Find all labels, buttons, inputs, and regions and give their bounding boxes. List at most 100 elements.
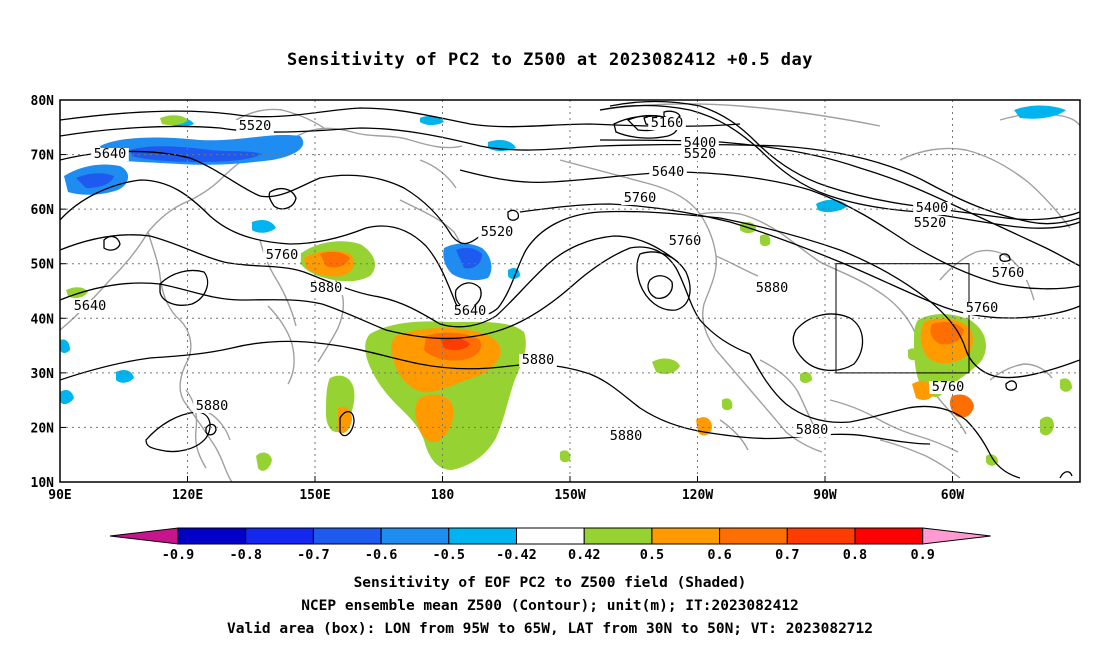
contour-label: 5400 [916, 200, 949, 216]
contour-label: 5880 [522, 352, 555, 368]
colorbar-label: 0.9 [911, 547, 935, 563]
contour-label-bg [681, 137, 719, 150]
contour-label-bg [91, 148, 129, 161]
contour-label-bg [451, 305, 489, 318]
caption-line-2: NCEP ensemble mean Z500 (Contour); unit(… [301, 598, 799, 614]
contour-label: 5520 [481, 224, 514, 240]
contour-label-bg [911, 217, 949, 230]
contour-label: 5160 [651, 115, 684, 131]
colorbar-swatch [786, 527, 856, 545]
colorbar-swatch [448, 527, 517, 545]
colorbar: -0.9 -0.8 -0.7 -0.6 -0.5 -0.42 0.42 0.5 0.6 0.7 0.… [109, 527, 991, 563]
contour-label: 5520 [239, 118, 272, 134]
latitude-labels: 80N 70N 60N 50N 40N 30N 20N 10N [31, 94, 66, 491]
contour-label-bg [607, 430, 645, 443]
contour-label: 5760 [932, 379, 965, 395]
contour-label: 5520 [684, 146, 717, 162]
sensitivity-shading [60, 105, 1072, 471]
contour-label: 5640 [454, 303, 487, 319]
lat-label: 60N [31, 203, 55, 218]
lat-label: 50N [31, 258, 55, 273]
colorbar-label: -0.7 [297, 547, 330, 563]
colorbar-swatch [245, 527, 314, 545]
lon-label: 60W [941, 488, 965, 503]
colorbar-label: -0.6 [365, 547, 398, 563]
longitude-labels: 90E 120E 150E 180 150W 120W 90W 60W [48, 476, 964, 503]
lon-label: 90W [813, 488, 837, 503]
colorbar-swatch [177, 527, 247, 545]
lon-label: 150W [554, 488, 585, 503]
contour-label: 5640 [652, 164, 685, 180]
contour-label-bg [263, 249, 301, 262]
lat-label: 70N [31, 149, 55, 164]
colorbar-swatch [719, 527, 788, 545]
lon-label: 90E [48, 488, 71, 503]
contour-label-bg [963, 302, 1001, 315]
colorbar-label: 0.5 [640, 547, 664, 563]
colorbar-swatch [380, 527, 450, 545]
contour-label-bg [649, 166, 687, 179]
colorbar-swatch [516, 527, 585, 545]
contour-label-bg [519, 354, 557, 367]
lat-label: 30N [31, 367, 55, 382]
contour-labels: 5520564051605400552056405760540055205760… [71, 115, 1027, 444]
lat-label: 80N [31, 94, 55, 109]
contour-label: 5760 [266, 247, 299, 263]
contour-label-bg [307, 282, 345, 295]
lon-label: 180 [431, 488, 455, 503]
lon-label: 120E [172, 488, 203, 503]
graticule [60, 100, 1080, 482]
contour-label: 5880 [756, 280, 789, 296]
contour-label-bg [236, 120, 274, 133]
contour-label: 5760 [624, 190, 657, 206]
contour-label-bg [793, 424, 831, 437]
contour-label: 5880 [610, 428, 643, 444]
lat-label: 10N [31, 476, 55, 491]
colorbar-label: 0.6 [707, 547, 731, 563]
contour-label-bg [929, 381, 967, 394]
valid-area-box [835, 263, 970, 374]
contour-label-bg [648, 117, 686, 130]
lat-label: 20N [31, 421, 55, 436]
contour-label-bg [753, 282, 791, 295]
contour-label: 5760 [992, 265, 1025, 281]
contour-label: 5400 [684, 135, 717, 151]
lon-label: 120W [682, 488, 713, 503]
map-plot-area: 5520564051605400552056405760540055205760… [60, 100, 1080, 482]
colorbar-swatch [583, 527, 653, 545]
contour-label: 5880 [196, 398, 229, 414]
contour-label-bg [478, 226, 516, 239]
lat-label: 40N [31, 312, 55, 327]
caption-line-3: Valid area (box): LON from 95W to 65W, L… [226, 621, 873, 637]
colorbar-label: -0.42 [496, 547, 537, 563]
contour-label: 5760 [669, 233, 702, 249]
contour-label: 5880 [796, 422, 829, 438]
lon-label: 150E [299, 488, 330, 503]
contour-label-bg [913, 202, 951, 215]
colorbar-swatch [854, 527, 924, 545]
contour-label: 5640 [94, 146, 127, 162]
contour-label: 5760 [966, 300, 999, 316]
colorbar-high-arrow [922, 527, 991, 545]
contour-label: 5880 [310, 280, 343, 296]
colorbar-label: -0.8 [229, 547, 262, 563]
colorbar-label: -0.5 [433, 547, 466, 563]
colorbar-low-arrow [109, 527, 179, 545]
contour-label-bg [666, 235, 704, 248]
contour-label-bg [193, 400, 231, 413]
contour-label-bg [681, 148, 719, 161]
colorbar-label: 0.8 [843, 547, 867, 563]
colorbar-label: 0.42 [568, 547, 601, 563]
contour-label-bg [989, 267, 1027, 280]
contour-label: 5640 [74, 298, 107, 314]
colorbar-swatch [651, 527, 721, 545]
contour-label: 5520 [914, 215, 947, 231]
colorbar-label: 0.7 [775, 547, 799, 563]
contour-label-bg [621, 192, 659, 205]
caption-line-1: Sensitivity of EOF PC2 to Z500 field (Sh… [353, 575, 747, 591]
figure-title: Sensitivity of PC2 to Z500 at 2023082412… [286, 50, 813, 70]
colorbar-swatch [312, 527, 382, 545]
contour-label-bg [71, 300, 109, 313]
